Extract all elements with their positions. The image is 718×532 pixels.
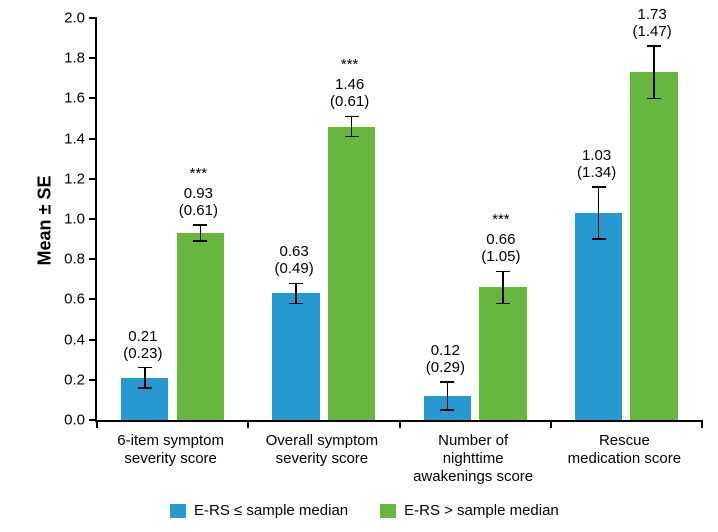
- category-label: Overall symptomseverity score: [250, 432, 394, 468]
- value-label: 0.21(0.23): [123, 328, 162, 362]
- error-cap: [345, 136, 359, 138]
- category-label: Rescuemedication score: [553, 432, 697, 468]
- error-whisker: [200, 225, 202, 241]
- category-label: 6-item symptomseverity score: [99, 432, 243, 468]
- y-tick-label: 1.6: [64, 90, 97, 107]
- value-label: 0.93(0.61): [179, 185, 218, 219]
- y-tick-label: 2.0: [64, 10, 97, 27]
- y-axis-title: Mean ± SE: [35, 166, 56, 276]
- error-whisker: [502, 271, 504, 303]
- bar: [575, 213, 622, 420]
- legend-label: E-RS > sample median: [404, 502, 559, 519]
- bar: [479, 287, 526, 420]
- bar: [177, 233, 224, 420]
- error-cap: [496, 271, 510, 273]
- error-whisker: [653, 46, 655, 98]
- error-cap: [647, 98, 661, 100]
- error-whisker: [447, 382, 449, 410]
- bar: [630, 72, 677, 420]
- value-label: 1.46(0.61): [330, 76, 369, 110]
- x-tick: [247, 420, 249, 428]
- error-whisker: [351, 116, 353, 136]
- error-whisker: [295, 283, 297, 303]
- error-cap: [440, 381, 454, 383]
- plot-area: 0.00.20.40.60.81.01.21.41.61.82.0: [95, 18, 702, 422]
- error-cap: [193, 240, 207, 242]
- error-cap: [496, 303, 510, 305]
- x-tick: [399, 420, 401, 428]
- significance-label: **: [646, 0, 658, 3]
- error-cap: [440, 409, 454, 411]
- bar: [272, 293, 319, 420]
- value-label: 1.03(1.34): [577, 147, 616, 181]
- y-tick-label: 0.6: [64, 291, 97, 308]
- error-cap: [138, 367, 152, 369]
- legend: E-RS ≤ sample median E-RS > sample median: [170, 502, 559, 519]
- significance-label: ***: [341, 56, 359, 73]
- y-tick-label: 1.8: [64, 50, 97, 67]
- category-label: Number ofnighttimeawakenings score: [401, 432, 545, 486]
- y-tick-label: 0.8: [64, 251, 97, 268]
- bar-chart: Mean ± SE 0.00.20.40.60.81.01.21.41.61.8…: [0, 0, 718, 532]
- y-tick-label: 1.4: [64, 130, 97, 147]
- significance-label: ***: [190, 165, 208, 182]
- error-whisker: [144, 368, 146, 388]
- legend-item: E-RS > sample median: [380, 502, 559, 519]
- error-cap: [592, 238, 606, 240]
- x-tick: [96, 420, 98, 428]
- x-tick: [550, 420, 552, 428]
- legend-item: E-RS ≤ sample median: [170, 502, 348, 519]
- error-cap: [647, 45, 661, 47]
- legend-swatch: [170, 504, 186, 518]
- value-label: 0.66(1.05): [481, 231, 520, 265]
- y-tick-label: 1.2: [64, 170, 97, 187]
- y-tick-label: 1.0: [64, 211, 97, 228]
- error-cap: [138, 387, 152, 389]
- y-tick-label: 0.4: [64, 331, 97, 348]
- bar: [328, 127, 375, 420]
- y-tick-label: 0.2: [64, 371, 97, 388]
- value-label: 0.63(0.49): [275, 243, 314, 277]
- error-cap: [289, 303, 303, 305]
- significance-label: ***: [492, 211, 510, 228]
- legend-swatch: [380, 504, 396, 518]
- error-cap: [289, 283, 303, 285]
- error-whisker: [598, 187, 600, 239]
- value-label: 1.73(1.47): [633, 6, 672, 40]
- legend-label: E-RS ≤ sample median: [194, 502, 348, 519]
- x-tick: [701, 420, 703, 428]
- error-cap: [193, 224, 207, 226]
- error-cap: [592, 186, 606, 188]
- value-label: 0.12(0.29): [426, 342, 465, 376]
- error-cap: [345, 116, 359, 118]
- y-tick-label: 0.0: [64, 412, 97, 429]
